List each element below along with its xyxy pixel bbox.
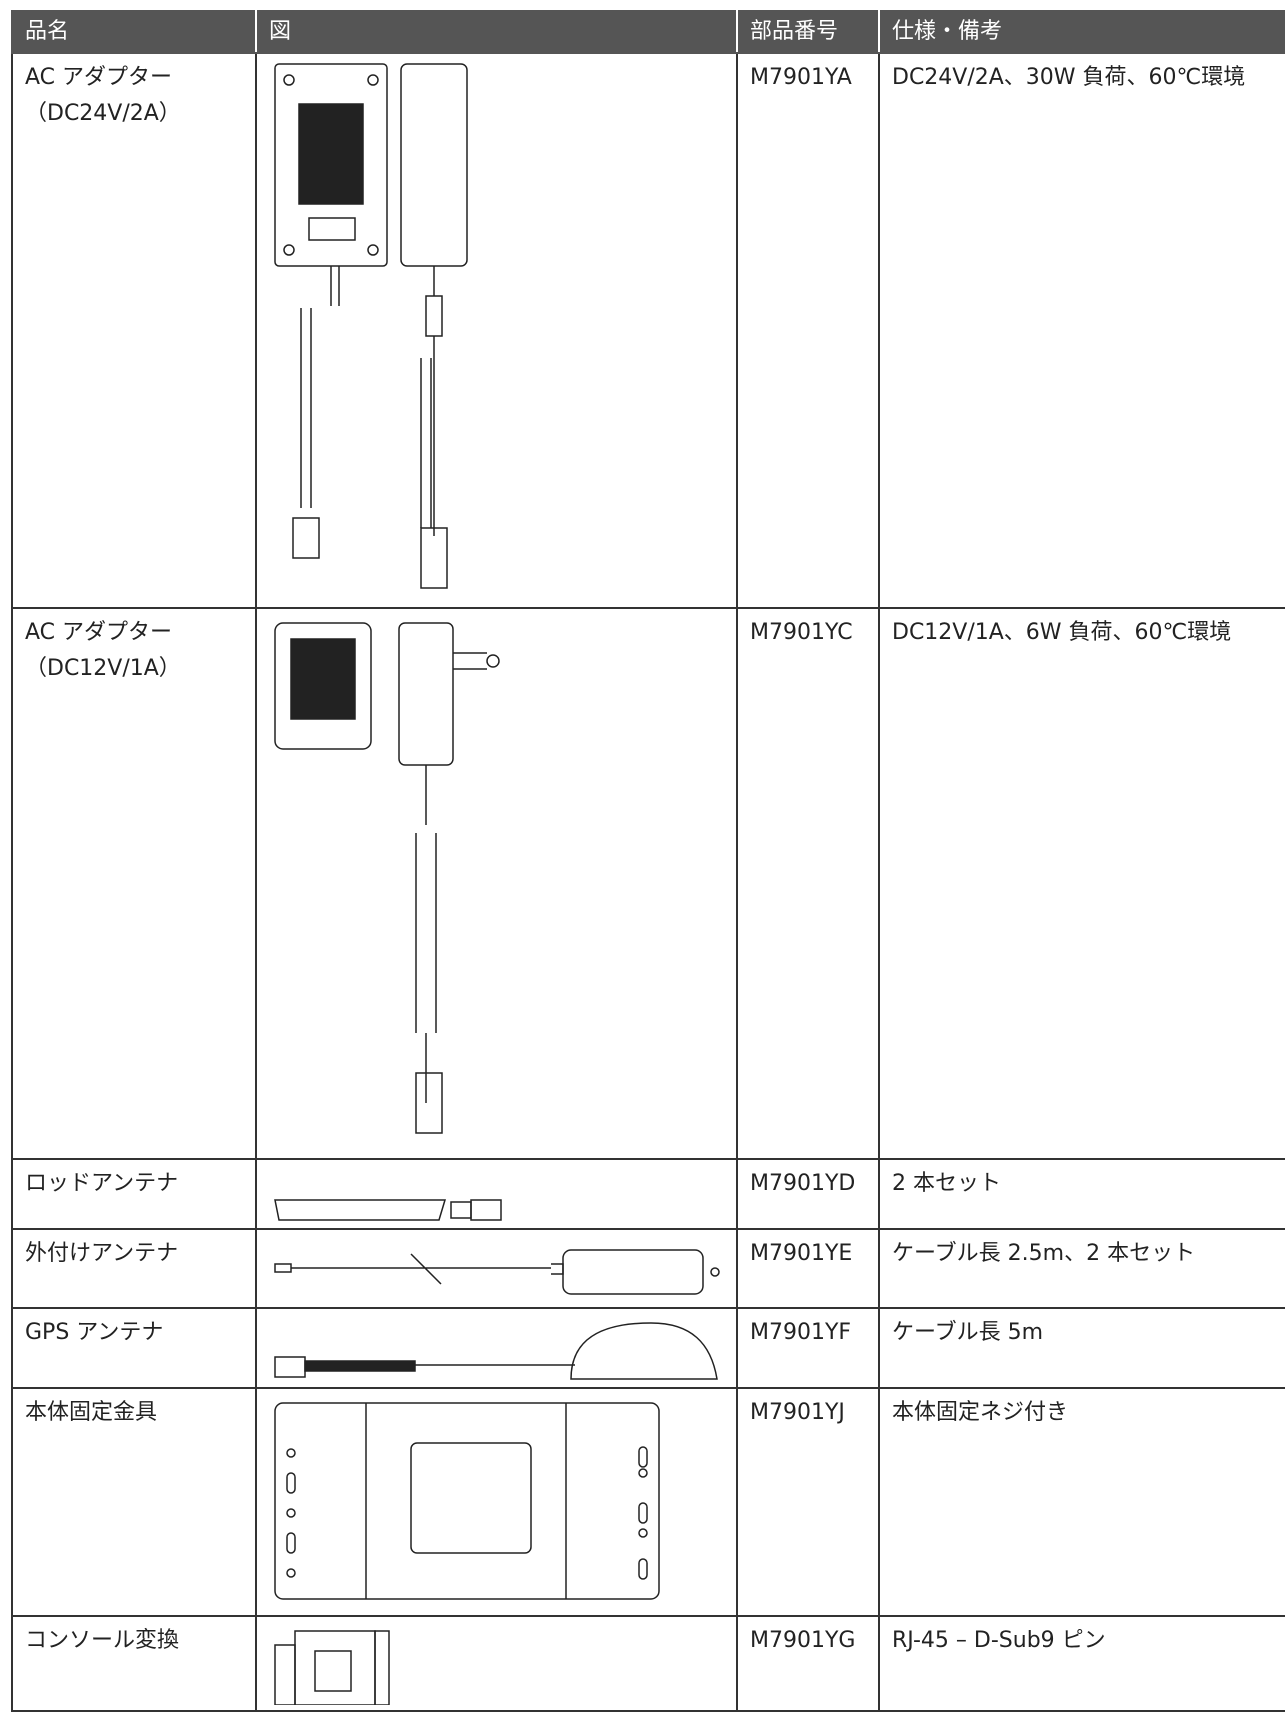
parts-table: 品名 図 部品番号 仕様・備考 AC アダプター （DC24V/2A） M7901…: [11, 10, 1285, 1712]
figure-cell: [255, 607, 738, 1160]
name: AC アダプター: [25, 65, 173, 90]
name: 外付けアンテナ: [25, 1241, 179, 1266]
adapter-illustration: [274, 63, 468, 589]
part-cell: M7901YF: [736, 1307, 880, 1389]
spec-cell: 本体固定ネジ付き: [878, 1387, 1285, 1617]
header-cell: 図: [255, 10, 738, 54]
figure-cell: [255, 1615, 738, 1712]
header-cell: 仕様・備考: [878, 10, 1285, 54]
name-cell: コンソール変換: [11, 1615, 257, 1712]
part-cell: M7901YC: [736, 607, 880, 1160]
row: コンソール変換 M7901YG RJ-45 – D-Sub9 ピン: [11, 1615, 1285, 1712]
part-cell: M7901YJ: [736, 1387, 880, 1617]
row: ロッドアンテナ M7901YD 2 本セット: [11, 1158, 1285, 1230]
row: AC アダプター （DC12V/1A） M7901YC DC12V/1A、6W 負…: [11, 607, 1285, 1160]
spec-cell: DC24V/2A、30W 負荷、60℃環境: [878, 52, 1285, 609]
part-cell: M7901YD: [736, 1158, 880, 1230]
part-cell: M7901YE: [736, 1228, 880, 1309]
adapter-illustration: [274, 622, 500, 1134]
header-cell: 部品番号: [736, 10, 880, 54]
name: （DC12V/1A）: [25, 656, 181, 681]
name: AC アダプター: [25, 620, 173, 645]
name: 本体固定金具: [25, 1400, 158, 1425]
spec-cell: 2 本セット: [878, 1158, 1285, 1230]
name: コンソール変換: [25, 1628, 180, 1653]
figure-cell: [255, 1228, 738, 1309]
header-cell: 品名: [11, 10, 257, 54]
row: GPS アンテナ M7901YF ケーブル長 5m: [11, 1307, 1285, 1389]
name-cell: AC アダプター （DC24V/2A）: [11, 52, 257, 609]
row: 本体固定金具 M7901YJ 本体固定ネジ付き: [11, 1387, 1285, 1617]
console-adapter-illustration: [274, 1630, 390, 1705]
row: AC アダプター （DC24V/2A） M7901YA DC24V/2A、30W …: [11, 52, 1285, 609]
spec-cell: DC12V/1A、6W 負荷、60℃環境: [878, 607, 1285, 1160]
external-antenna-illustration: [274, 1249, 720, 1295]
name-cell: AC アダプター （DC12V/1A）: [11, 607, 257, 1160]
name-cell: 外付けアンテナ: [11, 1228, 257, 1309]
spec-cell: RJ-45 – D-Sub9 ピン: [878, 1615, 1285, 1712]
spec-cell: ケーブル長 5m: [878, 1307, 1285, 1389]
name: ロッドアンテナ: [25, 1171, 179, 1196]
gps-antenna-illustration: [274, 1322, 718, 1380]
bracket-illustration: [274, 1402, 660, 1600]
figure-cell: [255, 52, 738, 609]
figure-cell: [255, 1387, 738, 1617]
figure-cell: [255, 1158, 738, 1230]
part-cell: M7901YG: [736, 1615, 880, 1712]
rod-antenna-illustration: [274, 1199, 502, 1221]
name: GPS アンテナ: [25, 1320, 164, 1345]
name: （DC24V/2A）: [25, 101, 181, 126]
name-cell: ロッドアンテナ: [11, 1158, 257, 1230]
header-row: 品名 図 部品番号 仕様・備考: [11, 10, 1285, 54]
name-cell: 本体固定金具: [11, 1387, 257, 1617]
row: 外付けアンテナ M7901YE ケーブル長 2.5m、2 本セット: [11, 1228, 1285, 1309]
part-cell: M7901YA: [736, 52, 880, 609]
spec-cell: ケーブル長 2.5m、2 本セット: [878, 1228, 1285, 1309]
figure-cell: [255, 1307, 738, 1389]
name-cell: GPS アンテナ: [11, 1307, 257, 1389]
